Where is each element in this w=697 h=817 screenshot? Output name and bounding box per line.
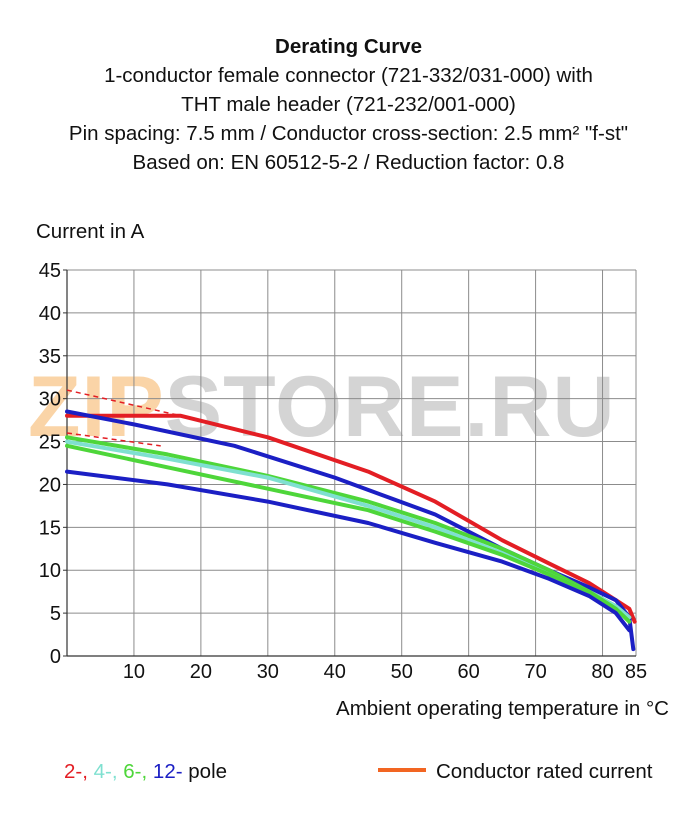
chart-subtitle-line-1: 1-conductor female connector (721-332/03…: [104, 64, 593, 87]
chart-subtitle-line-4: Based on: EN 60512-5-2 / Reduction facto…: [132, 151, 565, 174]
x-tick-label: 85: [625, 661, 647, 683]
y-tick-label: 15: [39, 517, 61, 539]
derating-chart: 0 5 10 15 20 25 30 35 40 45 10 20 30 40 50 60 70 80 85: [39, 260, 647, 683]
chart-title-block: Derating Curve 1-conductor female connec…: [0, 32, 697, 177]
watermark-rest: STORE.RU: [164, 359, 616, 455]
x-axis-label: Ambient operating temperature in °C: [336, 697, 669, 720]
x-tick-label: 80: [591, 661, 613, 683]
rated-current-dashed-guide-2: [66, 432, 161, 447]
legend-2-pole: 2-,: [64, 760, 88, 783]
rated-current-dashed-guide: [66, 389, 181, 417]
chart-subtitle-line-2: THT male header (721-232/001-000): [181, 93, 516, 116]
chart-subtitle-line-3: Pin spacing: 7.5 mm / Conductor cross-se…: [68, 122, 629, 145]
legend-rated-swatch: [378, 767, 426, 772]
y-tick-label: 5: [50, 603, 61, 625]
legend-6-pole: 6-,: [123, 760, 148, 783]
y-tick-label: 0: [50, 646, 61, 668]
legend-4-pole: 4-,: [93, 760, 118, 783]
x-tick-label: 50: [391, 661, 413, 683]
series-line-4-pole-3: [65, 439, 632, 620]
chart-title: Derating Curve: [275, 35, 422, 58]
x-tick-label: 40: [324, 661, 346, 683]
y-tick-label: 25: [39, 432, 61, 454]
legend-12-pole: 12-: [152, 760, 183, 783]
x-tick-label: 30: [257, 661, 279, 683]
y-axis-label: Current in A: [36, 220, 145, 243]
legend-rated-label: Conductor rated current: [436, 760, 653, 783]
legend-rated-current: Conductor rated current: [378, 760, 653, 784]
x-tick-label: 60: [458, 661, 480, 683]
legend-pole-suffix: pole: [188, 760, 228, 783]
x-tick-label: 10: [123, 661, 145, 683]
y-tick-label: 40: [39, 303, 61, 325]
y-tick-label: 30: [39, 389, 61, 411]
legend-poles: 2-, 4-, 6-, 12- pole: [64, 760, 227, 784]
y-tick-label: 20: [39, 474, 61, 496]
y-tick-label: 10: [39, 560, 61, 582]
series-line-6-pole-4: [65, 443, 632, 624]
x-tick-label: 20: [190, 661, 212, 683]
series-line-12-pole-5: [65, 469, 632, 633]
y-tick-label: 45: [39, 260, 61, 282]
y-tick-label: 35: [39, 346, 61, 368]
x-tick-label: 70: [524, 661, 546, 683]
